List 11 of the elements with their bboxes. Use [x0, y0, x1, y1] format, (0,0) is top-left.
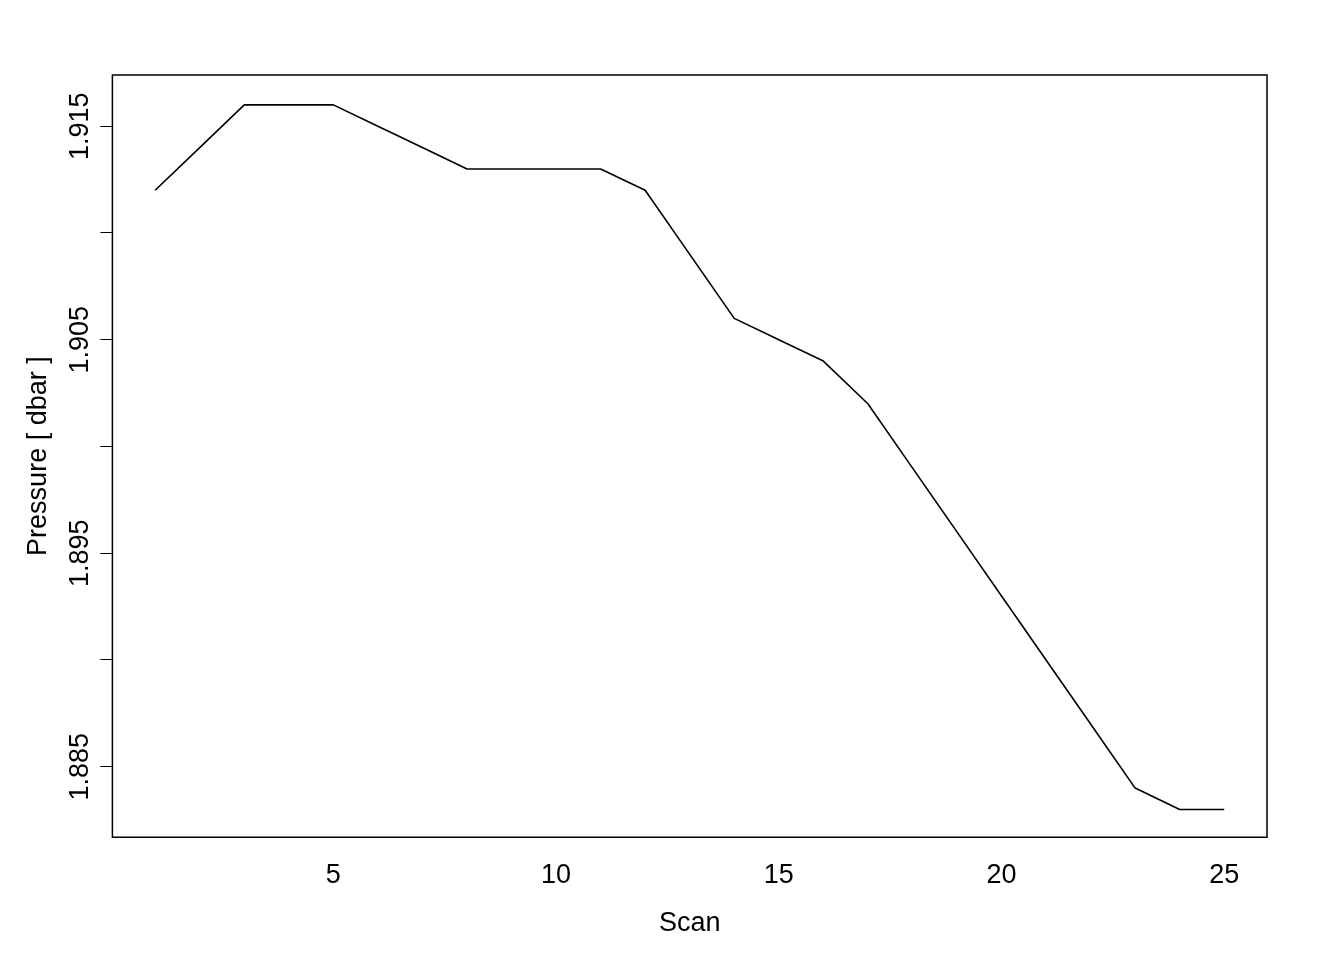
x-axis-title: Scan: [658, 907, 721, 938]
y-tick-label: 1.895: [64, 519, 95, 588]
x-tick-label: 5: [325, 858, 341, 889]
y-tick-label: 1.915: [64, 92, 95, 161]
x-tick-label: 10: [541, 858, 572, 889]
y-tick-label: 1.885: [64, 732, 95, 801]
x-tick-label: 25: [1209, 858, 1240, 889]
x-tick-label: 15: [763, 858, 794, 889]
y-tick-label: 1.905: [64, 305, 95, 374]
y-axis-title: Pressure [ dbar ]: [21, 356, 52, 556]
x-tick-label: 20: [986, 858, 1017, 889]
